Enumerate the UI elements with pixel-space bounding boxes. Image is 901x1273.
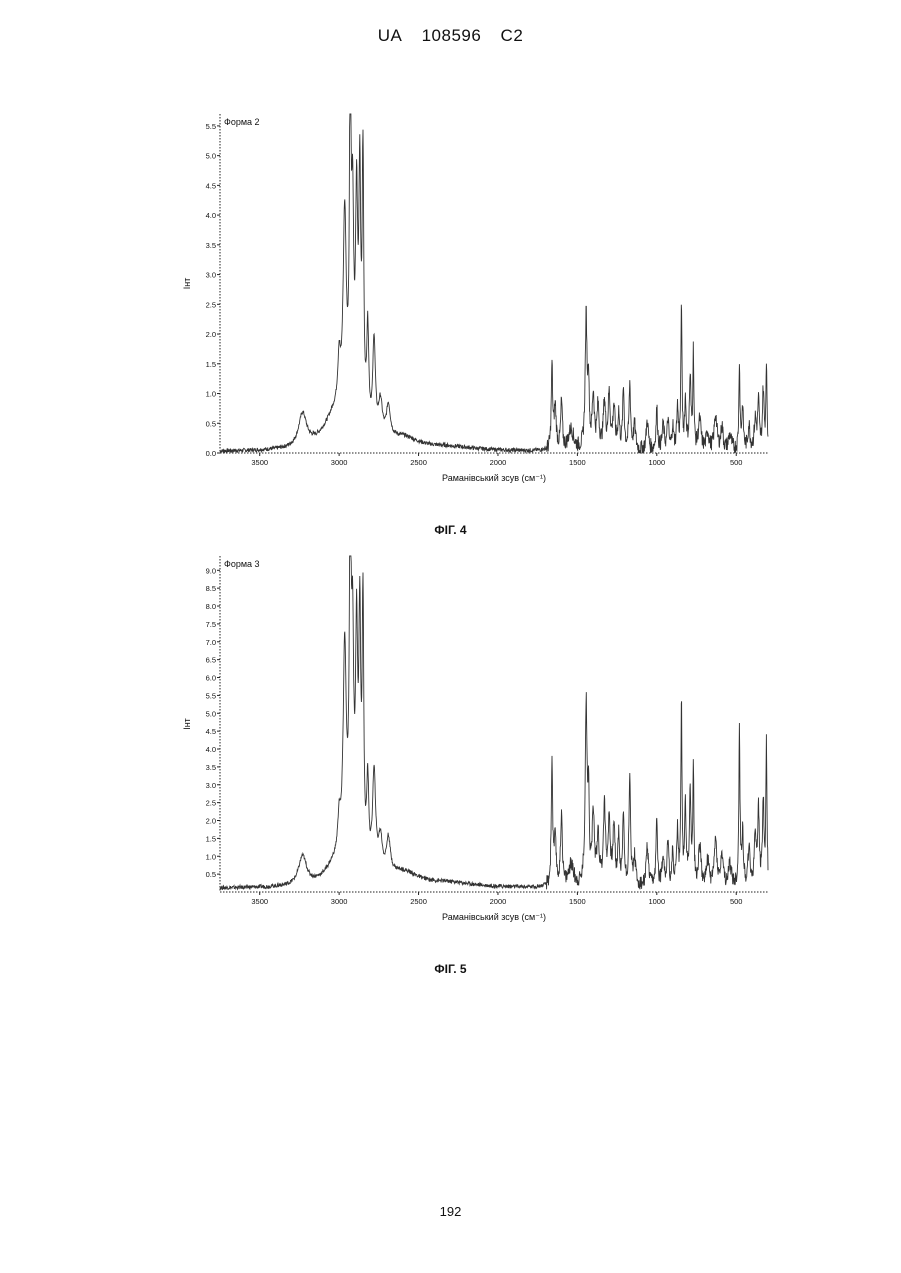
y-tick-label: 2.0	[206, 817, 216, 826]
figure-caption-5: ФІГ. 5	[0, 962, 901, 976]
chart-title: Форма 3	[224, 559, 260, 569]
x-tick-label: 2500	[410, 897, 427, 906]
x-tick-label: 1000	[648, 897, 665, 906]
y-tick-label: 7.5	[206, 620, 216, 629]
y-tick-label: 5.0	[206, 709, 216, 718]
x-tick-label: 500	[730, 897, 743, 906]
y-tick-label: 2.5	[206, 799, 216, 808]
y-tick-label: 3.0	[206, 781, 216, 790]
y-tick-label: 5.5	[206, 691, 216, 700]
spectrum-line	[220, 556, 768, 890]
x-tick-label: 3500	[251, 897, 268, 906]
y-tick-label: 1.5	[206, 834, 216, 843]
raman-spectrum-chart-form3: 0.5 1.0 1.5 2.0 2.5 3.0 3.5 4.0 4.5 5.0 5.5 6.0 6.5 7…	[0, 0, 901, 940]
page-number: 192	[0, 1204, 901, 1219]
y-tick-label: 8.5	[206, 584, 216, 593]
y-tick-label: 0.5	[206, 870, 216, 879]
y-tick-label: 7.0	[206, 638, 216, 647]
y-tick-label: 6.5	[206, 656, 216, 665]
y-tick-label: 9.0	[206, 566, 216, 575]
x-tick-label: 3000	[331, 897, 348, 906]
y-tick-label: 4.5	[206, 727, 216, 736]
x-tick-label: 2000	[490, 897, 507, 906]
x-tick-label: 1500	[569, 897, 586, 906]
y-axis-label: Інт	[182, 718, 192, 730]
y-tick-label: 1.0	[206, 852, 216, 861]
y-tick-label: 4.0	[206, 745, 216, 754]
y-tick-label: 3.5	[206, 763, 216, 772]
y-tick-label: 6.0	[206, 674, 216, 683]
y-tick-label: 8.0	[206, 602, 216, 611]
x-axis-label: Раманівський зсув (см⁻¹)	[442, 912, 546, 922]
